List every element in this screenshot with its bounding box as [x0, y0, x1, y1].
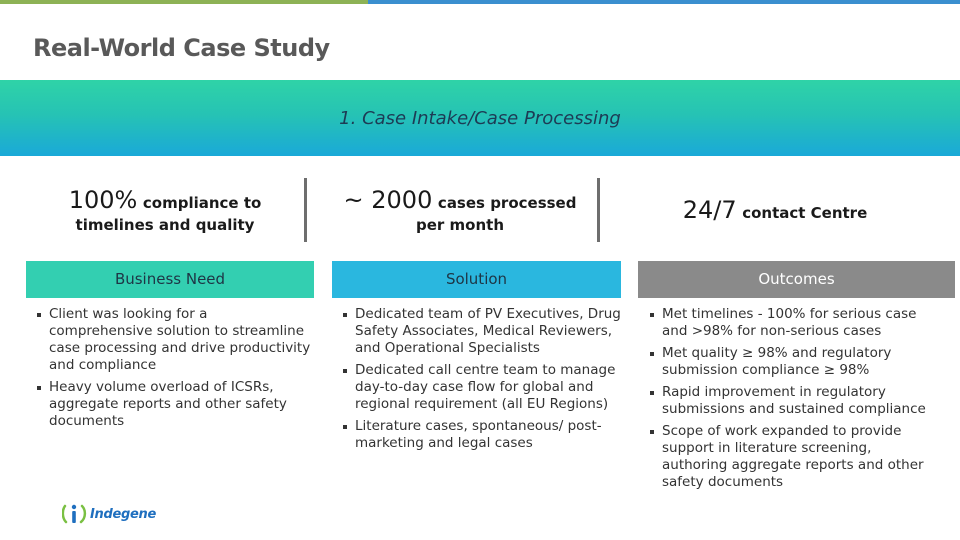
column-heading-outcomes: Outcomes [638, 261, 955, 298]
stat-label-line2: timelines and quality [75, 216, 255, 234]
outcomes-list: Met timelines - 100% for serious case an… [648, 306, 938, 496]
banner-title: 1. Case Intake/Case Processing [339, 108, 621, 129]
indegene-logo-icon [62, 504, 87, 524]
business-need-list: Client was looking for a comprehensive s… [35, 306, 315, 435]
stat-compliance: 100% compliance to timelines and quality [40, 186, 290, 234]
solution-list: Dedicated team of PV Executives, Drug Sa… [341, 306, 627, 457]
list-item: Rapid improvement in regulatory submissi… [648, 384, 938, 418]
list-item: Heavy volume overload of ICSRs, aggregat… [35, 379, 315, 430]
top-accent-green [0, 0, 368, 4]
column-heading-business-need: Business Need [26, 261, 314, 298]
stat-label: cases processed [437, 194, 577, 212]
list-item: Met timelines - 100% for serious case an… [648, 306, 938, 340]
stat-value: 24/7 [682, 196, 737, 224]
list-item: Scope of work expanded to provide suppor… [648, 423, 938, 491]
section-banner: 1. Case Intake/Case Processing [0, 80, 960, 156]
stat-label-line2: per month [416, 216, 504, 234]
stat-label: contact Centre [742, 204, 868, 222]
stat-cases: ~ 2000 cases processed per month [330, 186, 590, 234]
stat-value: 100% [68, 186, 138, 214]
stat-label: compliance to [142, 194, 262, 212]
page-title: Real-World Case Study [33, 34, 330, 62]
list-item: Client was looking for a comprehensive s… [35, 306, 315, 374]
list-item: Dedicated call centre team to manage day… [341, 362, 627, 413]
top-accent-blue [368, 0, 960, 4]
stat-contact-centre: 24/7 contact Centre [640, 196, 910, 224]
list-item: Met quality ≥ 98% and regulatory submiss… [648, 345, 938, 379]
list-item: Literature cases, spontaneous/ post-mark… [341, 418, 627, 452]
top-accent-bar [0, 0, 960, 4]
column-heading-solution: Solution [332, 261, 621, 298]
company-logo: Indegene [62, 502, 156, 526]
logo-text: Indegene [90, 506, 157, 522]
list-item: Dedicated team of PV Executives, Drug Sa… [341, 306, 627, 357]
stat-value: ~ 2000 [343, 186, 433, 214]
stat-divider [304, 178, 307, 242]
stat-divider [597, 178, 600, 242]
